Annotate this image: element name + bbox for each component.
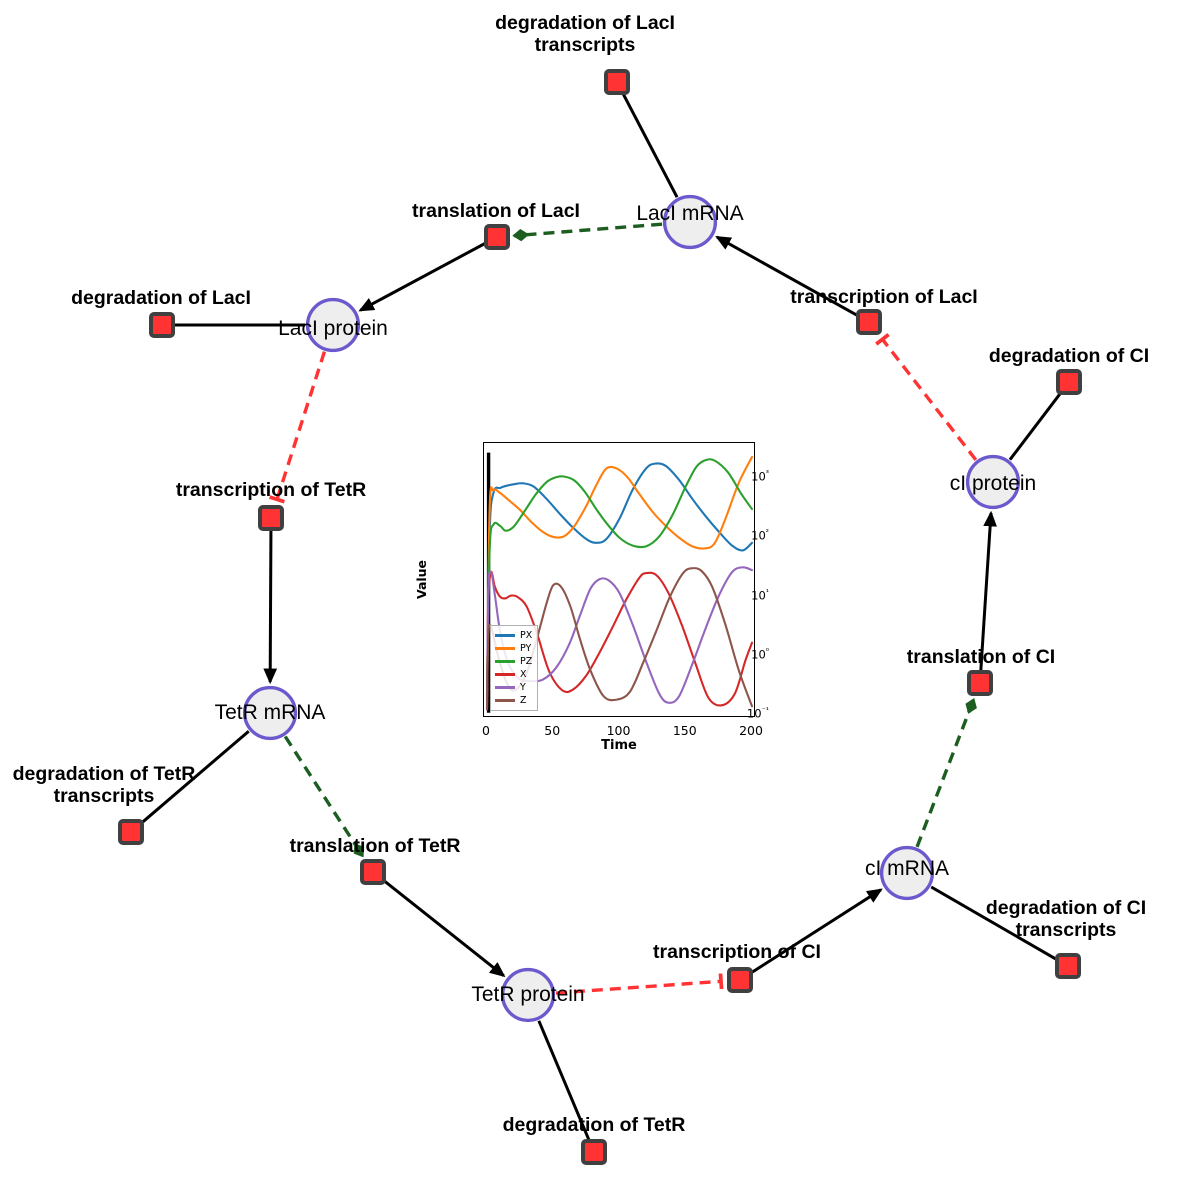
chart-ytick-3: 10² (751, 528, 769, 543)
edge-transcription_tetr-to-tetr_mrna (263, 529, 278, 685)
edge-transcription_ci-to-ci_mrna (751, 888, 883, 974)
legend-swatch-X (495, 673, 515, 676)
chart-ytick-1: 10⁰ (751, 646, 769, 662)
chart-xtick-0: 0 (482, 723, 490, 738)
reaction-node-deg_ci_transcripts[interactable] (1055, 953, 1081, 979)
inset-timeseries-chart: PX PY PZ X Y Z 10⁻¹ 10⁰ 10¹ 10² 10³ 0 50 100 150 200 … (411, 436, 769, 756)
edge-deg_ci-to-ci_protein (1008, 392, 1062, 461)
chart-ytick-2: 10¹ (751, 587, 769, 603)
legend-label-PZ: PZ (520, 655, 533, 667)
chart-legend: PX PY PZ X Y Z (490, 625, 539, 711)
legend-item-PZ: PZ (495, 655, 532, 668)
species-node-laci_mrna[interactable] (662, 194, 718, 250)
reaction-node-deg_tetr[interactable] (581, 1139, 607, 1165)
chart-x-axis-label: Time (601, 738, 637, 753)
legend-label-X: X (520, 668, 527, 680)
edge-laci_protein-to-transcription_tetr (268, 351, 327, 504)
edge-translation_ci-to-ci_protein (979, 510, 997, 672)
reaction-node-deg_tetr_transcripts[interactable] (118, 819, 144, 845)
edge-laci_mrna-to-translation_laci (512, 222, 663, 242)
reaction-node-deg_laci_transcripts[interactable] (604, 69, 630, 95)
reaction-node-transcription_laci[interactable] (856, 309, 882, 335)
species-node-tetr_protein[interactable] (500, 967, 556, 1023)
legend-label-PX: PX (520, 629, 533, 641)
species-node-tetr_mrna[interactable] (242, 685, 298, 741)
legend-label-Z: Z (520, 694, 527, 706)
chart-plot-area: PX PY PZ X Y Z (483, 442, 755, 717)
edge-deg_tetr_transcripts-to-tetr_mrna (141, 730, 250, 824)
legend-item-X: X (495, 668, 532, 681)
edge-ci_protein-to-transcription_laci (875, 333, 978, 461)
chart-series-PY (485, 455, 754, 698)
reaction-node-translation_tetr[interactable] (360, 859, 386, 885)
chart-series-PZ (485, 458, 754, 698)
chart-xtick-1: 50 (544, 723, 561, 738)
chart-ytick-0: 10⁻¹ (746, 705, 769, 721)
reaction-node-transcription_ci[interactable] (727, 967, 753, 993)
edge-translation_laci-to-laci_protein (358, 242, 486, 312)
legend-item-Z: Z (495, 694, 532, 707)
reaction-node-deg_laci[interactable] (149, 312, 175, 338)
edge-deg_laci_transcripts-to-laci_mrna (621, 93, 679, 198)
reaction-node-deg_ci[interactable] (1056, 369, 1082, 395)
species-node-ci_protein[interactable] (965, 454, 1021, 510)
species-node-ci_mrna[interactable] (879, 845, 935, 901)
legend-item-PX: PX (495, 629, 532, 642)
edge-ci_mrna-to-translation_ci (915, 698, 977, 848)
legend-swatch-PY (495, 647, 515, 650)
reaction-node-translation_ci[interactable] (967, 670, 993, 696)
legend-swatch-PX (495, 634, 515, 637)
legend-item-Y: Y (495, 681, 532, 694)
chart-ytick-4: 10³ (751, 468, 769, 484)
chart-series-PX (485, 462, 754, 698)
species-node-laci_protein[interactable] (305, 297, 361, 353)
legend-item-PY: PY (495, 642, 532, 655)
legend-label-Y: Y (520, 681, 526, 693)
chart-xtick-2: 100 (606, 723, 631, 738)
edge-translation_tetr-to-tetr_protein (383, 880, 506, 978)
legend-swatch-Y (495, 686, 515, 689)
chart-xtick-3: 150 (672, 723, 697, 738)
reaction-node-translation_laci[interactable] (484, 224, 510, 250)
legend-swatch-PZ (495, 660, 515, 663)
edge-deg_tetr-to-tetr_protein (537, 1020, 591, 1141)
edge-layer (141, 93, 1062, 1141)
legend-label-PY: PY (520, 642, 532, 654)
edge-tetr_protein-to-transcription_ci (555, 973, 724, 995)
edge-deg_ci_transcripts-to-ci_mrna (930, 885, 1057, 961)
legend-swatch-Z (495, 699, 515, 702)
node-layer (118, 69, 1082, 1165)
chart-y-axis-label: Value (414, 559, 430, 600)
chart-xtick-4: 200 (739, 723, 763, 738)
edge-transcription_laci-to-laci_mrna (715, 235, 858, 317)
reaction-node-transcription_tetr[interactable] (258, 505, 284, 531)
edge-tetr_mrna-to-translation_tetr (283, 735, 365, 858)
